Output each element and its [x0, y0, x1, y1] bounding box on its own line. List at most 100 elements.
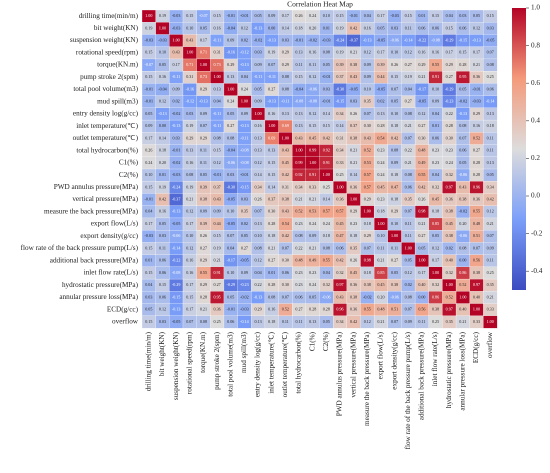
cell-label: 0.22 — [405, 148, 412, 153]
cell-label: -0.04 — [226, 25, 235, 30]
cell-label: 0.13 — [254, 221, 261, 226]
cell-label: 0.05 — [377, 25, 384, 30]
cell-label: -0.05 — [226, 221, 235, 226]
cell-label: 0.08 — [214, 135, 221, 140]
cell-label: -0.08 — [431, 38, 440, 43]
cell-label: 0.16 — [473, 123, 480, 128]
cell-label: 0.17 — [186, 282, 193, 287]
cell-label: -0.06 — [459, 172, 468, 177]
cell-label: 0.28 — [268, 282, 275, 287]
cell-label: -0.01 — [226, 13, 235, 18]
cell-label: -0.17 — [226, 258, 235, 263]
cell-label: 0.42 — [418, 184, 425, 189]
x-tick-label: inlet temperature(℃) — [267, 331, 275, 393]
x-tick-label: pump stroke 2(spm) — [213, 331, 221, 389]
cell-label: 0.38 — [364, 282, 371, 287]
cell-label: 0.18 — [350, 233, 357, 238]
cell-label: 0.26 — [418, 197, 425, 202]
cell-label: 0.12 — [473, 25, 480, 30]
cell-label: -0.02 — [459, 209, 468, 214]
cell-label: -0.01 — [213, 172, 222, 177]
cell-label: 0.86 — [432, 294, 439, 299]
cell-label: -0.11 — [254, 74, 262, 79]
x-tick-label: bit weight(KN) — [158, 331, 166, 376]
cell-label: 0.24 — [446, 160, 453, 165]
cell-label: -0.08 — [240, 148, 249, 153]
cell-label: 0.13 — [377, 111, 384, 116]
y-tick-label: flow rate of the back pressure pump(L/s) — [21, 244, 139, 252]
cell-label: 0.29 — [254, 307, 261, 312]
cell-label: 0.04 — [405, 86, 412, 91]
cell-label: 0.38 — [350, 135, 357, 140]
cell-label: 0.45 — [282, 160, 289, 165]
cell-label: 0.51 — [391, 307, 398, 312]
cell-label: 0.09 — [200, 111, 207, 116]
cell-label: 0.34 — [295, 184, 302, 189]
cell-label: 0.22 — [295, 245, 302, 250]
cell-label: 0.07 — [391, 86, 398, 91]
colorbar-tick-label: 0.6 — [531, 79, 540, 87]
cell-label: 0.35 — [350, 245, 357, 250]
cell-label: 0.11 — [391, 245, 398, 250]
cell-label: 0.17 — [145, 221, 152, 226]
y-tick-label: inlet temperature(℃) — [76, 122, 138, 130]
cell-label: 0.69 — [282, 123, 289, 128]
cell-label: 0.71 — [200, 50, 207, 55]
cell-label: 0.10 — [432, 86, 439, 91]
cell-label: 0.09 — [309, 233, 316, 238]
cell-label: 0.10 — [364, 86, 371, 91]
cell-label: 0.10 — [323, 13, 330, 18]
cell-label: 0.32 — [432, 282, 439, 287]
cell-label: 1.00 — [446, 282, 453, 287]
cell-label: 0.15 — [159, 282, 166, 287]
cell-label: 0.21 — [377, 258, 384, 263]
cell-label: 0.15 — [214, 148, 221, 153]
cell-label: 0.36 — [350, 282, 357, 287]
y-tick-label: inlet flow rate(L/s) — [84, 269, 139, 277]
cell-label: 0.91 — [214, 270, 221, 275]
cell-label: 0.08 — [487, 62, 494, 67]
cell-label: 0.06 — [336, 245, 343, 250]
cell-label: 0.12 — [241, 25, 248, 30]
cell-label: -0.15 — [336, 99, 345, 104]
cell-label: 0.08 — [405, 172, 412, 177]
colorbar-tick-label: -0.4 — [531, 267, 543, 275]
cell-label: -0.24 — [172, 184, 181, 189]
cell-label: 0.29 — [200, 135, 207, 140]
cell-label: 0.19 — [145, 25, 152, 30]
cell-label: 0.42 — [282, 172, 289, 177]
cell-label: 0.26 — [350, 258, 357, 263]
cell-label: 0.47 — [391, 184, 398, 189]
cell-label: 0.12 — [186, 209, 193, 214]
cell-label: 0.34 — [254, 184, 261, 189]
cell-label: 0.12 — [405, 50, 412, 55]
cell-label: 0.08 — [200, 319, 207, 324]
cell-label: -0.11 — [213, 123, 221, 128]
cell-label: 1.00 — [200, 62, 207, 67]
cell-label: -0.06 — [226, 160, 235, 165]
cell-label: -0.13 — [254, 294, 263, 299]
cell-label: 0.04 — [227, 245, 234, 250]
cell-label: 0.19 — [159, 13, 166, 18]
cell-label: -0.13 — [158, 111, 167, 116]
cell-label: 0.38 — [282, 197, 289, 202]
cell-label: 0.12 — [487, 209, 494, 214]
cell-label: -0.03 — [172, 13, 181, 18]
cell-label: 0.08 — [295, 233, 302, 238]
cell-label: 0.05 — [405, 258, 412, 263]
cell-label: 0.21 — [200, 307, 207, 312]
cell-label: -0.03 — [172, 172, 181, 177]
cell-label: 0.45 — [432, 197, 439, 202]
cell-label: 0.27 — [446, 74, 453, 79]
cell-label: 0.23 — [432, 148, 439, 153]
cell-label: -0.02 — [459, 99, 468, 104]
cell-label: -0.04 — [158, 86, 167, 91]
cell-label: 0.24 — [145, 160, 152, 165]
cell-label: 0.38 — [446, 209, 453, 214]
cell-label: -0.06 — [390, 294, 399, 299]
x-tick-label: PWD annulus pressure(MPa) — [336, 331, 344, 416]
cell-label: -0.13 — [472, 38, 481, 43]
cell-label: 0.73 — [214, 62, 221, 67]
cell-label: 0.08 — [323, 245, 330, 250]
cell-label: 0.18 — [364, 270, 371, 275]
